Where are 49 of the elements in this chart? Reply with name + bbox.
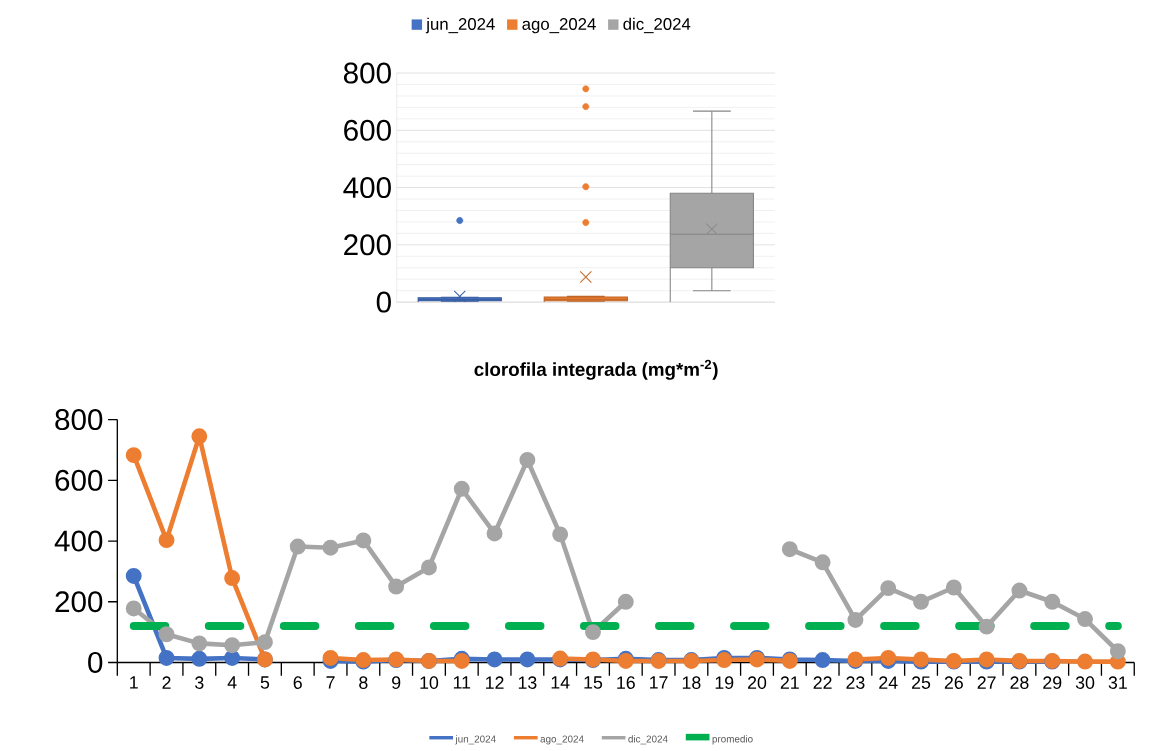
x-tick-label: 30 [1075,676,1095,689]
x-tick-label: 11 [453,676,471,689]
x-tick-label: 20 [748,676,767,689]
x-tick-label: 31 [1108,676,1127,689]
x-tick-label: 26 [944,676,963,689]
legend-label: jun_2024 [455,735,496,745]
x-tick-label: 25 [912,676,931,689]
y-tick-label: 800 [343,62,391,84]
legend-label: dic_2024 [623,17,691,33]
x-tick-label: 22 [813,676,832,689]
y-tick-label: 800 [55,408,103,430]
y-tick-label: 400 [54,530,103,552]
legend-label: ago_2024 [522,17,596,34]
x-tick-label: 28 [1010,676,1029,689]
x-tick-label: 19 [715,676,734,689]
x-tick-label: 1 [130,676,138,689]
legend-label: jun_2024 [425,17,495,34]
x-tick-label: 12 [486,676,504,689]
x-tick-label: 4 [227,676,237,689]
legend-label: ago_2024 [540,735,584,745]
x-tick-label: 3 [195,676,204,689]
x-tick-label: 6 [293,676,302,689]
x-tick-label: 23 [846,676,865,689]
x-tick-label: 13 [518,676,537,689]
y-tick-label: 600 [344,119,391,141]
x-tick-label: 2 [162,676,171,689]
x-tick-label: 9 [392,676,401,689]
x-tick-label: 8 [359,676,368,689]
x-tick-label: 14 [551,676,570,689]
legend-label: dic_2024 [628,735,668,745]
y-tick-label: 0 [376,291,391,313]
y-tick-label: 600 [55,469,103,491]
x-tick-label: 24 [879,676,898,689]
x-tick-label: 18 [682,676,701,689]
x-tick-label: 10 [420,676,439,689]
legend-label: promedio [712,735,753,745]
x-tick-label: 7 [326,676,335,689]
x-tick-label: 21 [780,676,799,689]
x-tick-label: 5 [260,676,270,689]
x-tick-label: 15 [584,676,603,689]
y-tick-label: 200 [55,591,103,613]
x-tick-label: 27 [977,676,996,689]
x-tick-label: 17 [650,676,668,689]
x-tick-label: 16 [617,676,635,689]
y-tick-label: 0 [88,651,103,673]
x-tick-label: 29 [1043,676,1062,689]
chart-title: clorofila integrada (mg*m$^{-2}$) [474,359,718,380]
y-tick-label: 400 [343,176,391,198]
y-tick-label: 200 [344,234,391,256]
